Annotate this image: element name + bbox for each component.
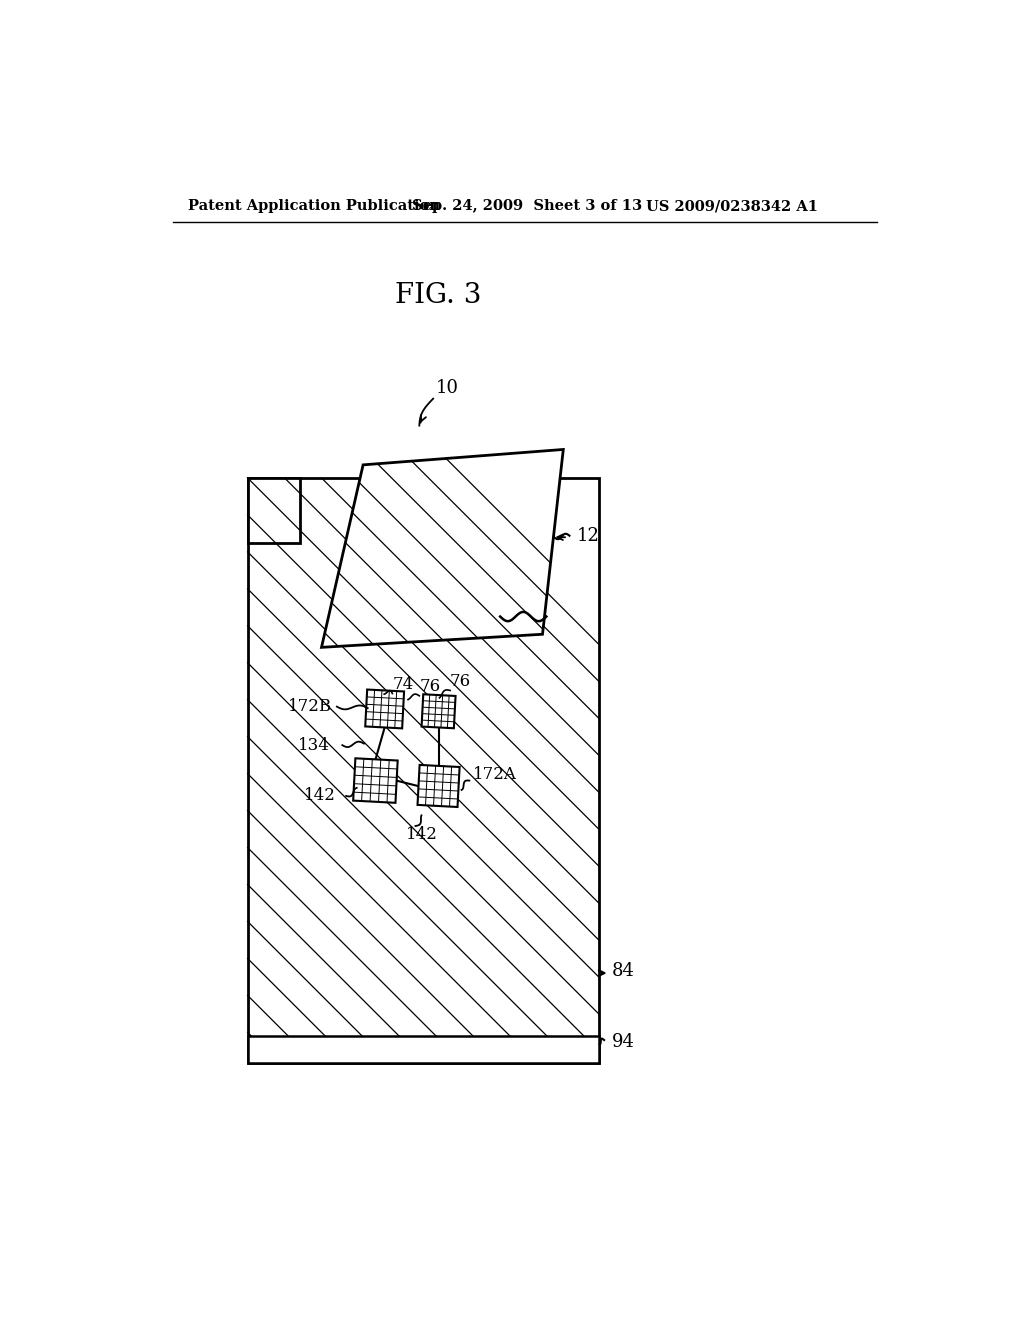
Text: 76: 76 bbox=[451, 673, 471, 690]
Text: 172B: 172B bbox=[289, 698, 333, 715]
Polygon shape bbox=[353, 758, 397, 803]
Text: Sep. 24, 2009  Sheet 3 of 13: Sep. 24, 2009 Sheet 3 of 13 bbox=[412, 199, 642, 213]
Text: 94: 94 bbox=[611, 1034, 635, 1051]
Polygon shape bbox=[418, 764, 460, 807]
Polygon shape bbox=[248, 478, 599, 1063]
Polygon shape bbox=[248, 478, 300, 544]
Text: 12: 12 bbox=[578, 527, 600, 545]
Text: 142: 142 bbox=[407, 826, 438, 843]
Text: 74: 74 bbox=[392, 676, 414, 693]
Text: 142: 142 bbox=[304, 788, 336, 804]
Polygon shape bbox=[248, 1036, 599, 1063]
Polygon shape bbox=[322, 449, 563, 647]
Text: 134: 134 bbox=[298, 737, 331, 754]
Text: 10: 10 bbox=[436, 379, 459, 397]
Text: Patent Application Publication: Patent Application Publication bbox=[188, 199, 440, 213]
Text: US 2009/0238342 A1: US 2009/0238342 A1 bbox=[646, 199, 818, 213]
Text: FIG. 3: FIG. 3 bbox=[395, 282, 481, 309]
Polygon shape bbox=[422, 694, 456, 729]
Text: 76: 76 bbox=[419, 678, 440, 696]
Text: 84: 84 bbox=[611, 962, 635, 979]
Polygon shape bbox=[366, 689, 404, 729]
Text: 172A: 172A bbox=[473, 766, 517, 783]
